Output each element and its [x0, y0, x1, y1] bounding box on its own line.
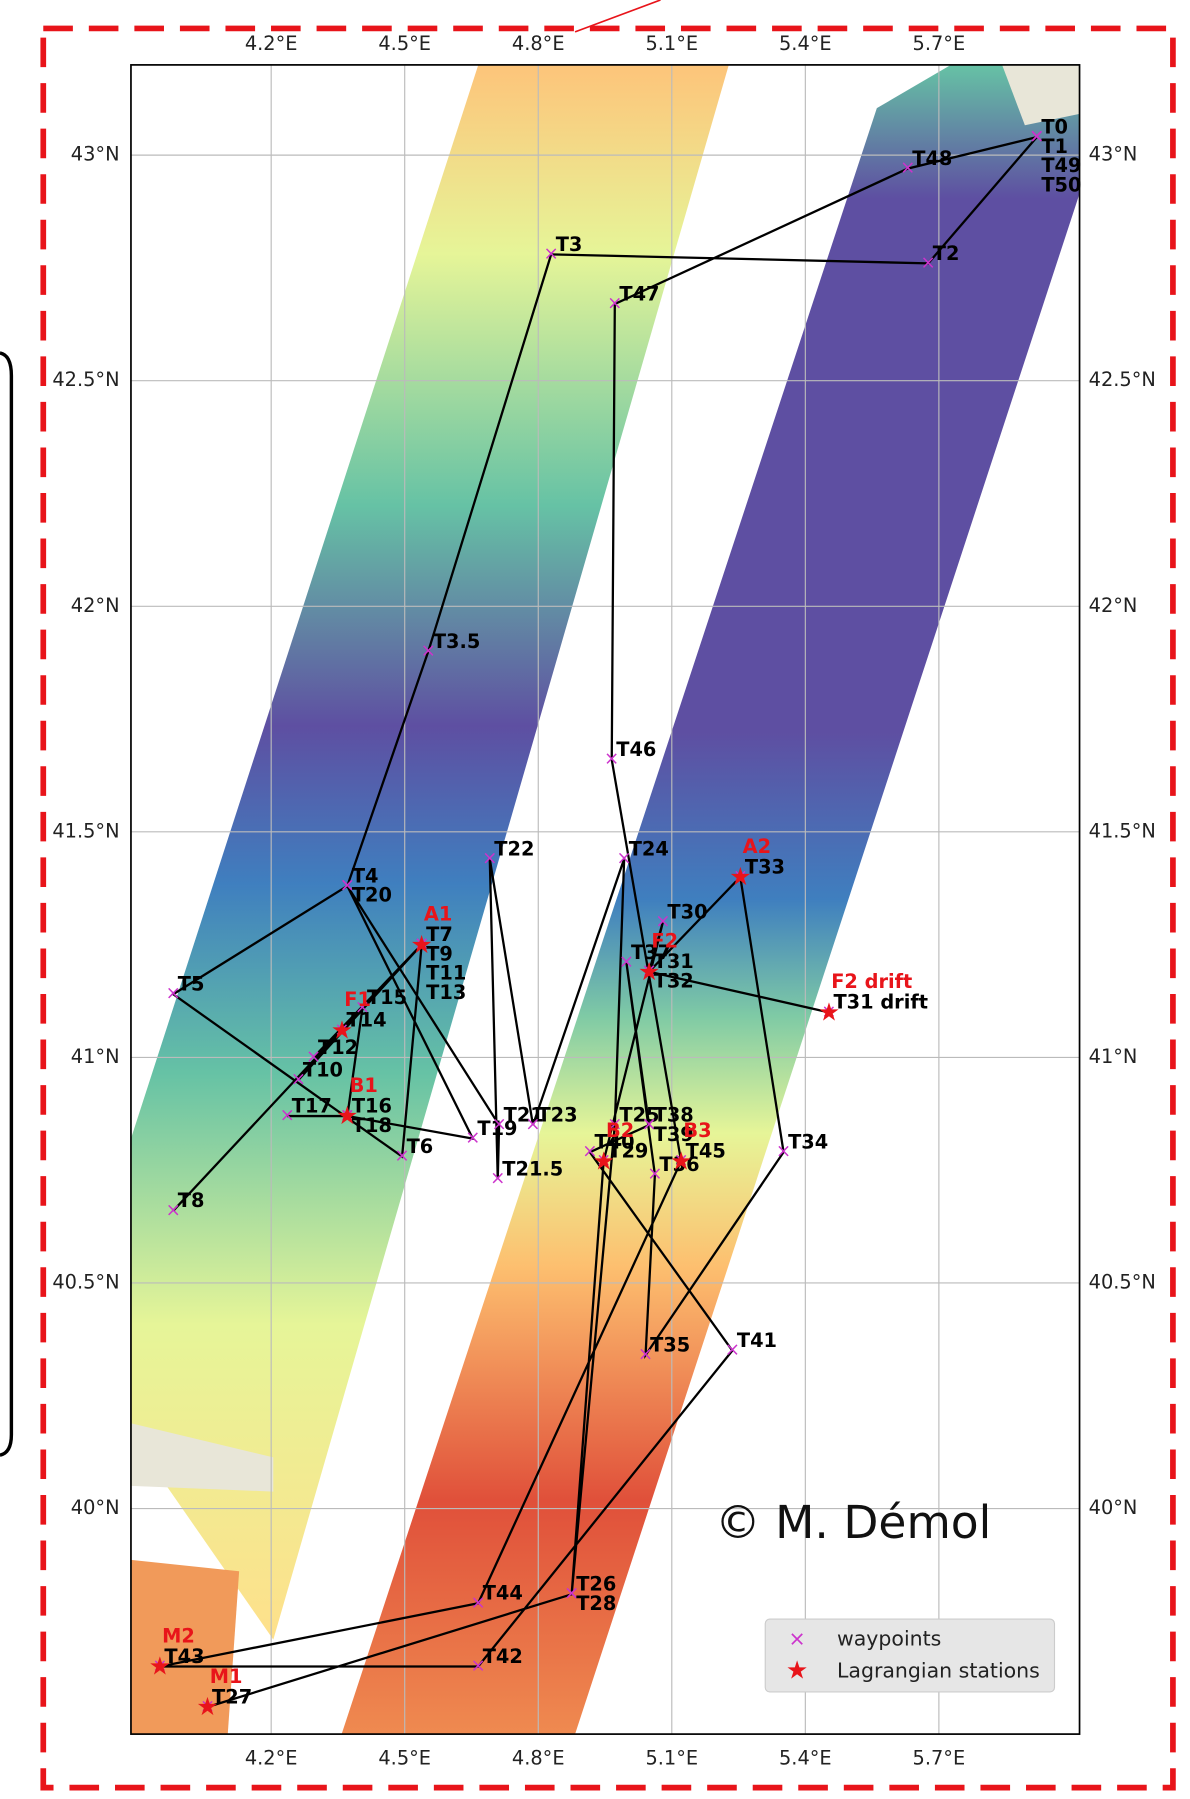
- waypoint-label: T8: [178, 1189, 205, 1212]
- waypoint-label: T47: [619, 282, 659, 305]
- y-tick-label: 40.5°N: [1089, 1270, 1156, 1293]
- waypoint-label: T44: [483, 1582, 523, 1605]
- legend: × waypoints ★ Lagrangian stations: [765, 1619, 1054, 1692]
- waypoint-label: T21.5: [502, 1158, 563, 1181]
- x-tick-label: 4.5°E: [378, 32, 431, 55]
- waypoint-label: T15: [367, 986, 407, 1009]
- station: ★: [592, 1146, 614, 1175]
- station-label: F2 drift: [831, 970, 912, 993]
- x-tick-label: 5.7°E: [913, 1747, 966, 1770]
- waypoint-label: T3.5: [433, 630, 480, 653]
- x-tick-label: 4.8°E: [512, 32, 565, 55]
- legend-station-symbol: ★: [786, 1655, 808, 1684]
- x-tick-label: 4.5°E: [378, 1747, 431, 1770]
- waypoint-label: T17: [292, 1094, 332, 1117]
- waypoint-label: T50: [1041, 174, 1081, 197]
- waypoint-label: T3: [556, 233, 583, 256]
- x-tick-label: 5.4°E: [779, 32, 832, 55]
- credit: © M. Démol: [715, 1496, 991, 1549]
- station: ★: [331, 1015, 353, 1044]
- station: ★: [336, 1101, 358, 1130]
- waypoint-label: T41: [737, 1329, 777, 1352]
- station-label: F2: [651, 930, 678, 953]
- station-label: M2: [162, 1624, 195, 1647]
- station: ★: [149, 1652, 171, 1681]
- station: ★: [196, 1692, 218, 1721]
- x-tick-label: 4.8°E: [512, 1747, 565, 1770]
- legend-label: Lagrangian stations: [837, 1658, 1040, 1682]
- waypoint-label: T28: [576, 1592, 616, 1615]
- y-tick-label: 42.5°N: [1089, 368, 1156, 391]
- y-tick-label: 42°N: [1089, 594, 1138, 617]
- waypoint-label: T34: [788, 1131, 828, 1154]
- waypoint-label: T23: [537, 1103, 577, 1126]
- swaths: [131, 65, 1080, 1734]
- station: ★: [638, 957, 660, 986]
- y-tick-label: 41°N: [1089, 1045, 1138, 1068]
- station: ★: [818, 997, 840, 1026]
- y-tick-label: 43°N: [1089, 143, 1138, 166]
- station: ★: [729, 862, 751, 891]
- x-tick-label: 4.2°E: [245, 1747, 298, 1770]
- station-label: F1: [344, 988, 371, 1011]
- waypoint-label: T30: [667, 900, 707, 923]
- station: ★: [410, 930, 432, 959]
- station-label: B2: [606, 1119, 634, 1142]
- station: ★: [670, 1146, 692, 1175]
- waypoint-label: T2: [933, 242, 960, 265]
- y-tick-label: 40°N: [71, 1496, 120, 1519]
- waypoint-label: T22: [494, 837, 534, 860]
- y-tick-label: 40.5°N: [52, 1270, 119, 1293]
- x-tick-label: 4.2°E: [245, 32, 298, 55]
- station-label: M1: [210, 1665, 243, 1688]
- station-label: A1: [424, 903, 452, 926]
- waypoint-label: T20: [352, 884, 392, 907]
- waypoint-label: T42: [483, 1645, 523, 1668]
- waypoint-label: T35: [650, 1334, 690, 1357]
- legend-label: waypoints: [837, 1627, 941, 1651]
- x-tick-label: 5.1°E: [645, 32, 698, 55]
- y-tick-label: 41.5°N: [1089, 819, 1156, 842]
- waypoint-label: T24: [629, 837, 669, 860]
- waypoint-label: T6: [407, 1135, 434, 1158]
- y-tick-label: 42°N: [71, 594, 120, 617]
- waypoint-label: T48: [912, 147, 952, 170]
- waypoint-label: T5: [178, 973, 205, 996]
- y-tick-label: 41°N: [71, 1045, 120, 1068]
- x-tick-label: 5.1°E: [645, 1747, 698, 1770]
- panel-edge: [0, 353, 11, 1455]
- waypoint-label: T46: [616, 738, 656, 761]
- x-tick-label: 5.7°E: [913, 32, 966, 55]
- y-tick-label: 43°N: [71, 143, 120, 166]
- y-tick-label: 42.5°N: [52, 368, 119, 391]
- station-label: B1: [350, 1074, 378, 1097]
- waypoint-label: T13: [426, 981, 466, 1004]
- legend-waypoint-symbol: ×: [789, 1627, 806, 1651]
- y-tick-label: 41.5°N: [52, 819, 119, 842]
- map-figure: 4.2°E 4.2°E 4.5°E 4.5°E 4.8°E 4.8°E 5.1°E 5.1°E…: [0, 0, 1190, 1799]
- page: {"map":{ "xlim":[3.885,6.016],"ylim":[39…: [0, 0, 1190, 1799]
- station-label: B3: [683, 1119, 711, 1142]
- y-tick-label: 40°N: [1089, 1496, 1138, 1519]
- x-tick-label: 5.4°E: [779, 1747, 832, 1770]
- waypoint-label: T31 drift: [833, 991, 928, 1014]
- waypoint: ×: [1029, 126, 1044, 147]
- station-label: A2: [743, 835, 771, 858]
